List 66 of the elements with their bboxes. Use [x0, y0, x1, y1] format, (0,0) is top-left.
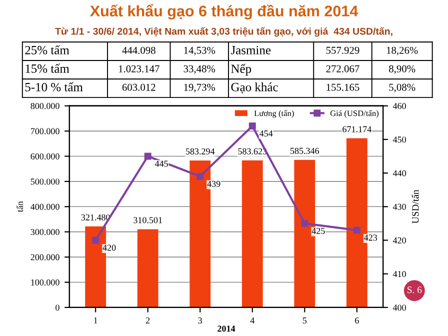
text: Jasmine — [230, 46, 271, 54]
text: 8,90% — [389, 65, 416, 74]
y2-tick-label: 420 — [392, 237, 406, 244]
y-tick-label: 0 — [56, 304, 60, 311]
x-axis-title: 2014 — [218, 326, 236, 332]
x-tick-label: 5 — [302, 318, 307, 324]
text: 5-10 % tấm — [25, 82, 83, 92]
y2-tick-label: 430 — [392, 204, 406, 210]
y2-tick-label: 440 — [392, 170, 406, 176]
text: 272.067 — [326, 65, 360, 72]
y-tick-label: 400.000 — [30, 204, 60, 210]
point — [144, 152, 152, 160]
y2-tick-label: 400 — [392, 304, 406, 311]
data-label: 585.346 — [290, 148, 320, 154]
point — [301, 220, 308, 227]
legend-label: Lương (tấn) — [254, 110, 294, 118]
y-axis-title: tấn — [16, 201, 23, 212]
x-tick-label: 1 — [94, 317, 98, 324]
bar — [137, 229, 158, 308]
y-tick-label: 300.000 — [30, 228, 60, 236]
text: 5,08% — [389, 84, 416, 92]
text: 15% tấm — [26, 64, 70, 73]
y2-tick-label: 460 — [392, 102, 406, 110]
text: 14,53% — [184, 46, 216, 56]
y-tick-label: 600.000 — [30, 153, 60, 160]
text: 25% tấm — [25, 45, 70, 54]
text: Nếp — [231, 64, 252, 76]
data-label: 583.294 — [186, 148, 215, 154]
text: 18,26% — [386, 46, 418, 56]
y-tick-label: 200.000 — [30, 254, 60, 260]
text: 33,48% — [184, 65, 216, 74]
data-label: 310.501 — [134, 217, 162, 224]
data-label: 420 — [102, 244, 116, 251]
text: S. 6 — [407, 286, 422, 294]
point — [196, 172, 204, 180]
point — [353, 226, 360, 234]
text: 155.165 — [326, 84, 360, 91]
x-tick-label: 3 — [198, 317, 202, 324]
point — [248, 122, 256, 130]
x-tick-label: 4 — [250, 317, 254, 324]
data-label: 423 — [364, 234, 378, 241]
text: Gạo khác — [231, 82, 278, 94]
data-label: 454 — [259, 130, 273, 137]
legend-label: Giá (USD/tấn) — [330, 110, 379, 118]
y-tick-label: 700.000 — [30, 128, 60, 134]
x-tick-label: 6 — [355, 317, 359, 324]
x-tick-label: 2 — [146, 317, 150, 324]
data-label: 671.174 — [342, 126, 372, 132]
text: 1.023.147 — [118, 65, 160, 72]
y2-tick-label: 410 — [392, 270, 406, 278]
data-label: 445 — [154, 160, 168, 167]
chart-subtitle: Từ 1/1 - 30/6/ 2014, Việt Nam xuất 3,03 triệu tấn gạo, với giá 434 USD/tấn, — [55, 27, 392, 37]
data-label: 425 — [312, 228, 325, 234]
chart-title: Xuất khẩu gạo 6 tháng đầu năm 2014 — [90, 4, 358, 20]
y-tick-label: 100.000 — [31, 279, 60, 286]
text: 603.012 — [122, 84, 156, 91]
y2-tick-label: 450 — [392, 136, 406, 143]
text: 19,73% — [184, 84, 216, 92]
point — [92, 236, 100, 244]
text: 557.929 — [326, 46, 360, 54]
y-tick-label: 500.000 — [30, 178, 60, 185]
bar — [242, 160, 263, 308]
y2-axis-title: USD/tấn — [412, 190, 419, 224]
text: 444.098 — [122, 46, 156, 54]
data-label: 439 — [207, 180, 220, 187]
y-tick-label: 800.000 — [30, 102, 60, 110]
